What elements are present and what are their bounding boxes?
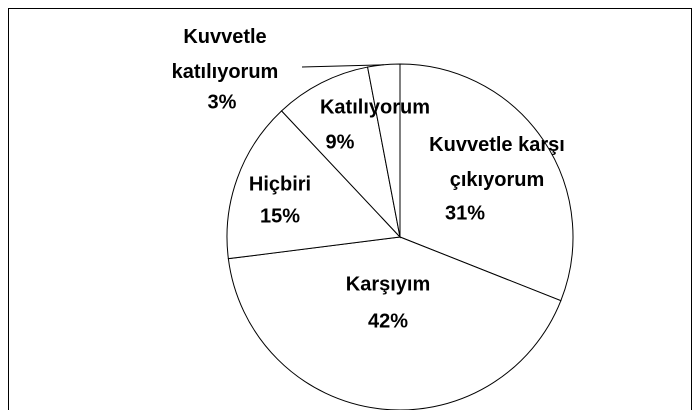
- pie-slice: [280, 66, 401, 239]
- category-label: Karşıyım: [345, 273, 431, 296]
- value-label: 3%: [207, 91, 237, 114]
- leader-line: [301, 64, 384, 68]
- value-label: 9%: [325, 131, 355, 154]
- value-label: 31%: [444, 202, 486, 225]
- category-label: Kuvvetle karşı çıkıyorum: [429, 134, 565, 191]
- pie-slice: [226, 110, 402, 260]
- pie-slice: [399, 63, 574, 302]
- frame: [8, 8, 692, 410]
- value-label: 15%: [259, 205, 301, 228]
- value-label: 42%: [367, 310, 409, 333]
- pie-slice: [227, 236, 562, 410]
- category-label: Kuvvetle katılıyorum: [171, 26, 279, 83]
- category-label: Hiçbiri: [248, 173, 312, 196]
- category-label: Katılıyorum: [319, 96, 431, 119]
